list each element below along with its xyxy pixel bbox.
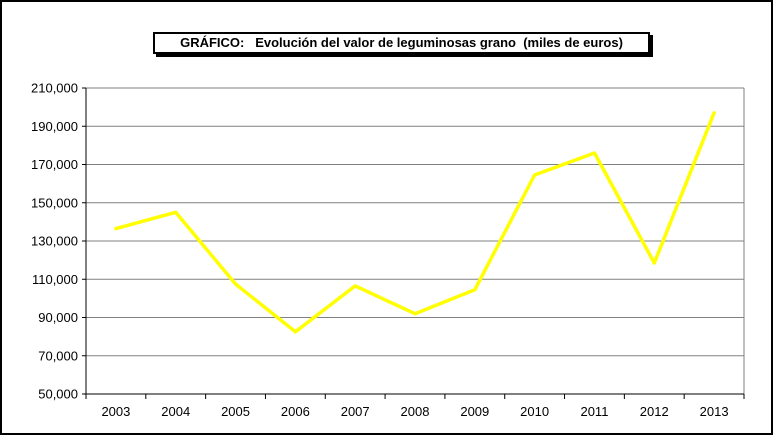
x-tick-label: 2011 xyxy=(580,404,608,419)
x-tick-label: 2008 xyxy=(401,404,430,419)
data-point xyxy=(293,330,297,334)
x-tick-label: 2009 xyxy=(460,404,489,419)
x-tick-label: 2006 xyxy=(281,404,310,419)
y-tick-label: 150,000 xyxy=(31,195,78,210)
data-point xyxy=(234,282,238,286)
data-point xyxy=(353,284,357,288)
x-tick-label: 2013 xyxy=(700,404,729,419)
data-point xyxy=(652,261,656,265)
data-point xyxy=(114,227,118,231)
data-point xyxy=(592,151,596,155)
y-tick-label: 90,000 xyxy=(38,310,78,325)
x-tick-label: 2003 xyxy=(101,404,130,419)
axes xyxy=(82,87,745,399)
x-tick-label: 2004 xyxy=(161,404,190,419)
data-point xyxy=(413,312,417,316)
y-tick-label: 50,000 xyxy=(38,387,78,402)
data-point xyxy=(533,173,537,177)
x-tick-label: 2012 xyxy=(640,404,669,419)
y-tick-label: 110,000 xyxy=(32,272,78,287)
chart-title: GRÁFICO: Evolución del valor de legumino… xyxy=(153,32,650,54)
data-point xyxy=(174,210,178,214)
series-layer xyxy=(114,111,716,334)
y-tick-label: 210,000 xyxy=(31,81,78,96)
y-tick-label: 70,000 xyxy=(38,348,78,363)
data-point xyxy=(712,111,716,115)
x-tick-label: 2007 xyxy=(341,404,370,419)
data-point xyxy=(473,288,477,292)
y-tick-label: 170,000 xyxy=(31,157,78,172)
series-line xyxy=(114,111,716,334)
x-tick-label: 2005 xyxy=(221,404,250,419)
x-tick-label: 2010 xyxy=(520,404,549,419)
y-tick-label: 130,000 xyxy=(31,234,78,249)
y-tick-label: 190,000 xyxy=(31,119,78,134)
x-axis-tick-labels: 2003 2004 2005 2006 2007 2008 2009 2010 2011 2012… xyxy=(101,404,728,419)
gridlines xyxy=(86,87,745,394)
y-axis-tick-labels: 210,000 190,000 170,000 150,000 130,000 110,0… xyxy=(31,81,78,402)
